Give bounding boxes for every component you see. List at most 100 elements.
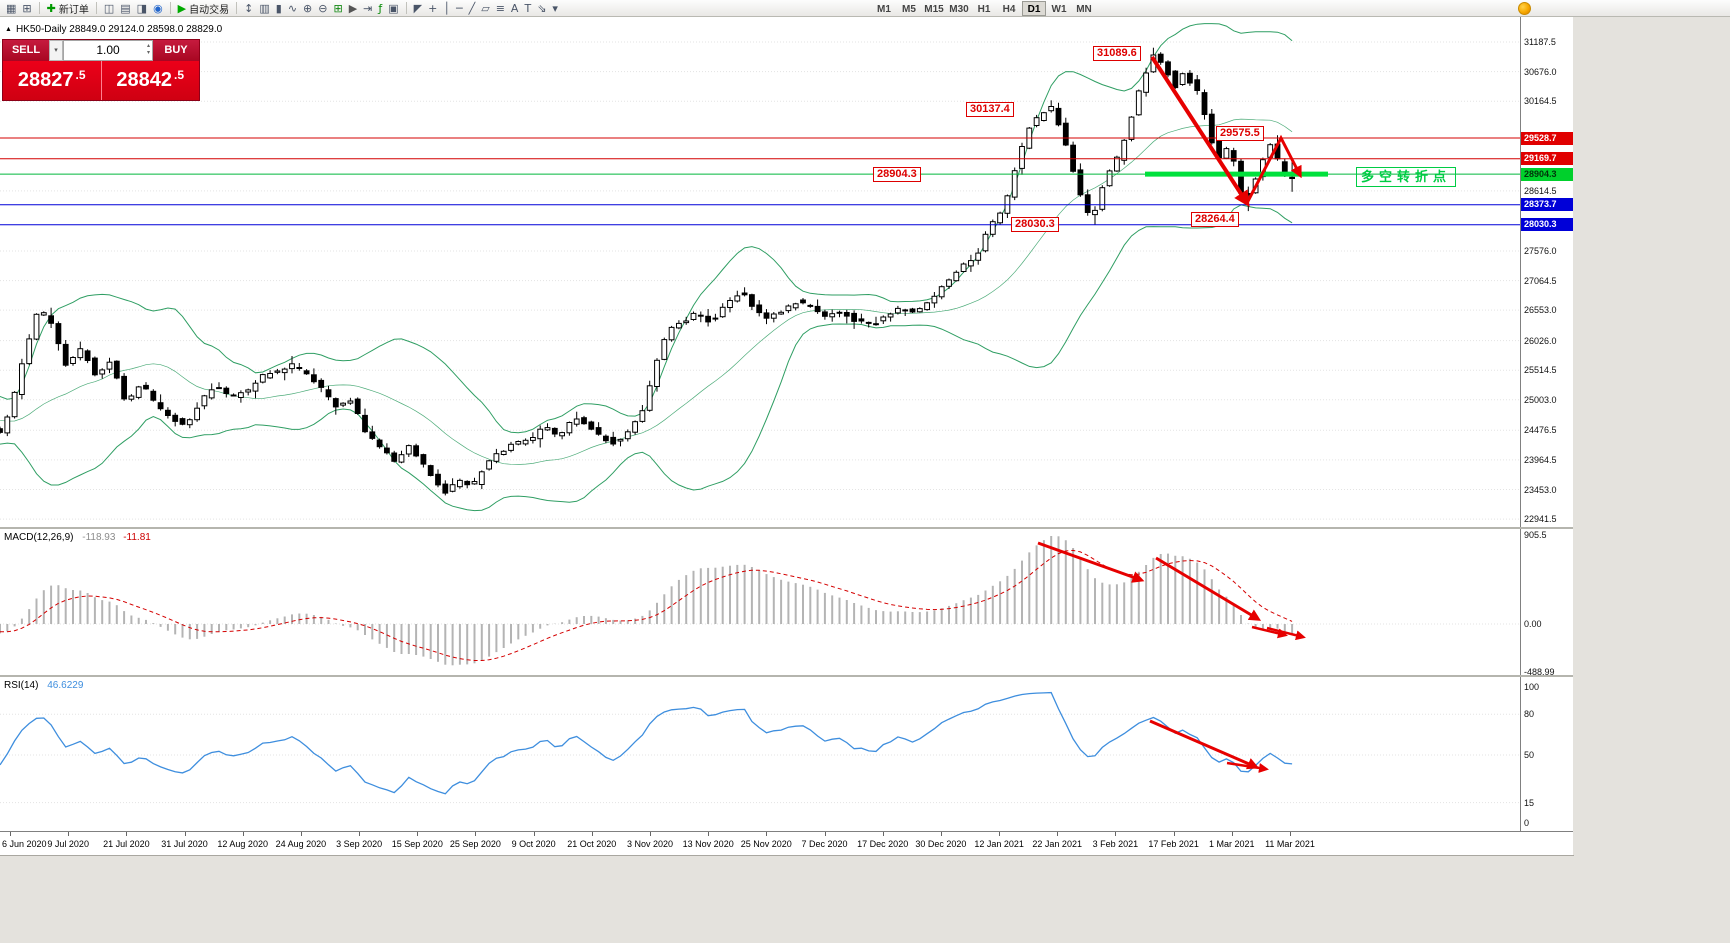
indicators-button[interactable]: ƒ <box>375 1 385 16</box>
cursor-button[interactable]: ◤ <box>411 1 425 16</box>
toolbar-icons: ▦ ⊞ ✚ 新订单 ◫ ▤ ◨ ◉ ▶ 自动交易 ↕ ▥ ▮ ∿ ⊕ ⊖ ⊞ ▶ ⇥ ƒ ▣ ◤ + │ ─ ╱ ▱ ≡ A T ⇘ ▾ <box>3 1 561 16</box>
price-annotation[interactable]: 31089.6 <box>1093 46 1141 61</box>
arrows-icon: ▾ <box>552 1 558 15</box>
data-window-button[interactable]: ▤ <box>117 1 133 16</box>
workspace-background-bottom <box>0 855 1574 943</box>
rsi-axis[interactable]: 100 80 50 15 0 <box>1520 677 1573 831</box>
zoom-out-button[interactable]: ⊖ <box>315 1 330 16</box>
price-level-badge: 28904.3 <box>1521 167 1573 181</box>
new-order-button[interactable]: ✚ 新订单 <box>44 1 92 16</box>
templates-button[interactable]: ▣ <box>385 1 401 16</box>
rsi-value: 46.6229 <box>47 680 84 691</box>
terminal-button[interactable]: ◉ <box>150 1 166 16</box>
arrows-dropdown[interactable]: ▾ <box>549 1 561 16</box>
timeframe-m5-button[interactable]: M5 <box>902 4 916 15</box>
cursor-icon: ◤ <box>413 1 423 15</box>
macd-label: MACD(12,26,9) -118.93 -11.81 <box>4 532 151 543</box>
channel-button[interactable]: ▱ <box>478 1 492 16</box>
trend-arrows-layer[interactable] <box>1150 55 1302 208</box>
time-tick <box>533 832 535 836</box>
timeframe-m1-button[interactable]: M1 <box>877 4 891 15</box>
axis-label: 22941.5 <box>1524 514 1557 525</box>
sell-price-button[interactable]: 28827 .5 <box>3 61 102 100</box>
sell-button[interactable]: SELL <box>3 40 49 61</box>
macd-signal-layer <box>0 549 1293 661</box>
text-button[interactable]: A <box>508 1 522 16</box>
price-annotation[interactable]: 28904.3 <box>873 167 921 182</box>
pane-splitter[interactable] <box>0 675 1573 677</box>
date-label: 25 Sep 2020 <box>449 839 501 849</box>
date-label: 17 Dec 2020 <box>857 839 909 849</box>
timeframe-h1-button[interactable]: H1 <box>977 4 991 15</box>
timeframe-m30-button[interactable]: M30 <box>949 4 969 15</box>
rsi-label: RSI(14) 46.6229 <box>4 680 83 691</box>
timeframe-d1-button[interactable]: D1 <box>1022 1 1046 16</box>
price-annotation[interactable]: 29575.5 <box>1216 126 1264 141</box>
trendline-button[interactable]: ╱ <box>466 1 479 16</box>
axis-label: 26553.0 <box>1524 305 1557 316</box>
macd-arrows-layer[interactable] <box>1037 541 1306 641</box>
macd-axis[interactable]: 905.5 0.00 -488.99 <box>1520 529 1573 675</box>
navigator-button[interactable]: ◨ <box>134 1 150 16</box>
market-watch-button[interactable]: ◫ <box>101 1 117 16</box>
volume-dropdown-icon[interactable]: ▾ <box>49 40 63 61</box>
timeframe-w1-button[interactable]: W1 <box>1051 4 1067 15</box>
symbol-icon: ▲ <box>5 26 12 33</box>
auto-scroll-button[interactable]: ▶ <box>346 1 360 16</box>
new-chart-button[interactable]: ▦ <box>3 1 19 16</box>
text-label-button[interactable]: T <box>521 1 534 16</box>
date-label: 25 Nov 2020 <box>740 839 792 849</box>
toolbar-separator <box>236 2 238 14</box>
chart-profiles-button[interactable]: ⊞ <box>19 1 34 16</box>
vertical-line-icon: │ <box>443 1 450 15</box>
tile-windows-button[interactable]: ⊞ <box>330 1 345 16</box>
chart-shift-button[interactable]: ⇥ <box>360 1 375 16</box>
vertical-line-button[interactable]: │ <box>440 1 453 16</box>
buy-button[interactable]: BUY <box>153 40 199 61</box>
line-chart-button[interactable]: ∿ <box>285 1 300 16</box>
rsi-arrows-layer[interactable] <box>1149 719 1269 773</box>
time-tick <box>882 832 884 836</box>
candlestick-chart-button[interactable]: ▮ <box>273 1 285 16</box>
price-level-badge: 29169.7 <box>1521 152 1573 166</box>
price-annotation[interactable]: 28264.4 <box>1191 212 1239 227</box>
time-tick <box>708 832 710 836</box>
price-axis[interactable]: 31187.5 30676.0 30164.5 28614.5 27576.0 27064… <box>1520 17 1573 527</box>
workspace-background <box>1574 17 1730 943</box>
auto-trading-button[interactable]: ▶ 自动交易 <box>175 1 232 16</box>
price-annotation[interactable]: 30137.4 <box>966 102 1014 117</box>
zoom-in-button[interactable]: ⊕ <box>300 1 315 16</box>
timeframe-mn-button[interactable]: MN <box>1076 4 1092 15</box>
arrows-button[interactable]: ⇘ <box>534 1 549 16</box>
fibonacci-button[interactable]: ≡ <box>493 1 508 16</box>
pane-splitter[interactable] <box>0 527 1573 529</box>
buy-price-button[interactable]: 28842 .5 <box>102 61 200 100</box>
date-label: 3 Feb 2021 <box>1092 839 1139 849</box>
macd-pane[interactable]: MACD(12,26,9) -118.93 -11.81 905.5 0.00 -4… <box>0 529 1573 675</box>
timeframe-h4-button[interactable]: H4 <box>1002 4 1016 15</box>
price-annotation[interactable]: 28030.3 <box>1011 217 1059 232</box>
time-tick <box>242 832 244 836</box>
macd-value: -118.93 <box>82 532 116 543</box>
main-chart-pane[interactable]: ▲ HK50-Daily 28849.0 29124.0 28598.0 288… <box>0 17 1573 527</box>
volume-value: 1.00 <box>96 43 120 57</box>
arrange-windows-button[interactable]: ↕ <box>241 1 256 16</box>
bar-chart-icon: ▥ <box>259 1 270 15</box>
time-tick <box>10 832 11 836</box>
horizontal-line-button[interactable]: ─ <box>453 1 466 16</box>
bar-chart-button[interactable]: ▥ <box>256 1 272 16</box>
time-tick <box>68 832 70 836</box>
timeframe-m15-button[interactable]: M15 <box>924 4 944 15</box>
volume-input[interactable]: 1.00 ▴ ▾ <box>63 40 153 61</box>
crosshair-button[interactable]: + <box>425 1 440 16</box>
time-axis[interactable]: 6 Jun 2020 9 Jul 2020 21 Jul 2020 31 Jul 20… <box>0 831 1573 855</box>
axis-label: 80 <box>1524 709 1535 720</box>
rsi-line-layer <box>0 691 1293 795</box>
axis-label: 24476.5 <box>1524 425 1557 436</box>
pivot-note-annotation[interactable]: 多空转折点 <box>1356 167 1457 187</box>
volume-spinner-icon[interactable]: ▴ ▾ <box>146 43 150 56</box>
toolbar-separator <box>405 2 407 14</box>
rsi-canvas <box>0 691 1520 804</box>
date-label: 12 Aug 2020 <box>217 839 268 849</box>
rsi-pane[interactable]: RSI(14) 46.6229 100 80 50 15 0 <box>0 677 1573 831</box>
